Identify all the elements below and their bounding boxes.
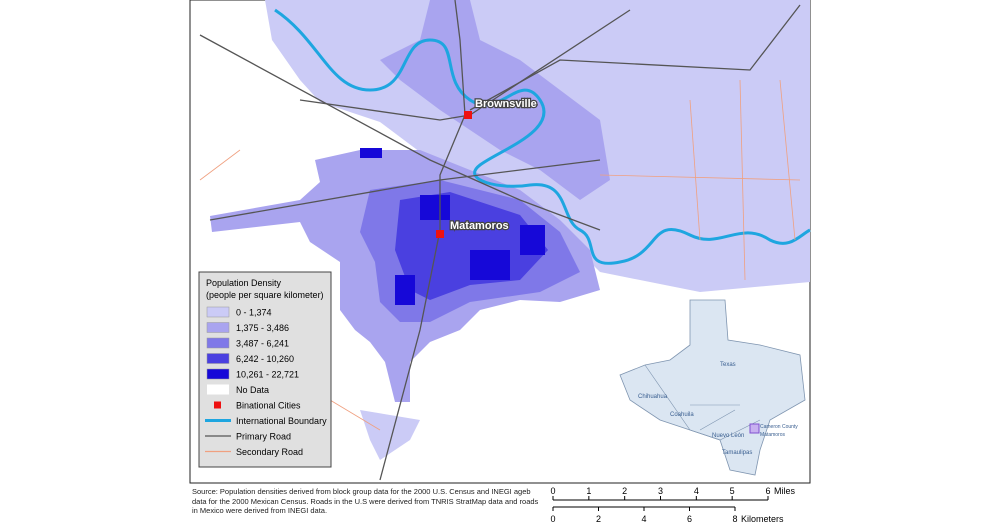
mx-south [360,410,420,460]
scale-label: 6 [765,486,770,496]
secondary-road [689,99,701,241]
inset-label: Tamaulipas [722,450,752,456]
scale-label: 0 [550,514,555,524]
dense-patch [470,250,510,280]
secondary-road [599,174,801,181]
inset-map [619,299,806,476]
secondary-road [739,79,746,281]
dense-patch [360,148,382,158]
city-marker [464,111,472,119]
scale-label: 4 [641,514,646,524]
city-marker [436,230,444,238]
legend-label: 6,242 - 10,260 [236,354,294,364]
scale-label: 2 [622,486,627,496]
international-boundary [274,8,811,265]
scale-unit: Kilometers [741,514,784,524]
legend-label: Secondary Road [236,447,303,457]
inset-highlight [749,423,760,434]
legend-swatch [206,306,230,318]
primary-road [199,34,601,231]
secondary-roads [199,79,801,431]
secondary-road [329,399,381,431]
primary-road [299,9,631,121]
legend-swatch [206,322,230,333]
legend-swatch [206,337,230,349]
scale-label: 0 [550,486,555,496]
inset-label: Texas [720,362,736,368]
source-note: Source: Population densities derived fro… [192,487,539,515]
scale-label: 5 [730,486,735,496]
legend-label: 0 - 1,374 [236,308,272,318]
legend-label: 3,487 - 6,241 [236,339,289,349]
legend-swatch [206,353,230,364]
dense-patch [420,195,450,220]
secondary-road [199,149,241,181]
dense-patch [395,275,415,305]
city-label: Matamoros [450,220,509,232]
legend-label: Primary Road [236,432,291,442]
inset-label: Chihuahua [638,394,668,400]
scale-label: 2 [596,514,601,524]
inset-label: Matamoros [760,432,786,438]
legend-title: Population Density [206,278,282,288]
inset-label: Cameron County [760,424,798,430]
legend-subtitle: (people per square kilometer) [206,290,324,300]
inset-label: Coahuila [670,412,694,418]
inset-label: Nuevo León [712,433,744,439]
primary-road [379,0,466,481]
city-label: Brownsville [475,98,537,110]
scale-label: 3 [658,486,663,496]
legend-swatch [206,368,230,380]
dense-patch [520,225,545,255]
scale-label: 1 [586,486,591,496]
us-dense-area [380,0,610,200]
scale-label: 8 [732,514,737,524]
legend-label: 10,261 - 22,721 [236,370,299,380]
legend-label: No Data [236,385,269,395]
legend-swatch [207,384,229,395]
scale-label: 6 [687,514,692,524]
legend-label: Binational Cities [236,401,301,411]
primary-road [209,159,601,221]
legend-label: International Boundary [236,416,327,426]
primary-roads [199,0,801,481]
legend-swatch [214,401,221,409]
scale-label: 4 [694,486,699,496]
inset-borders [644,364,761,441]
scale-unit: Miles [774,486,796,496]
secondary-road [779,79,796,241]
legend-label: 1,375 - 3,486 [236,323,289,333]
